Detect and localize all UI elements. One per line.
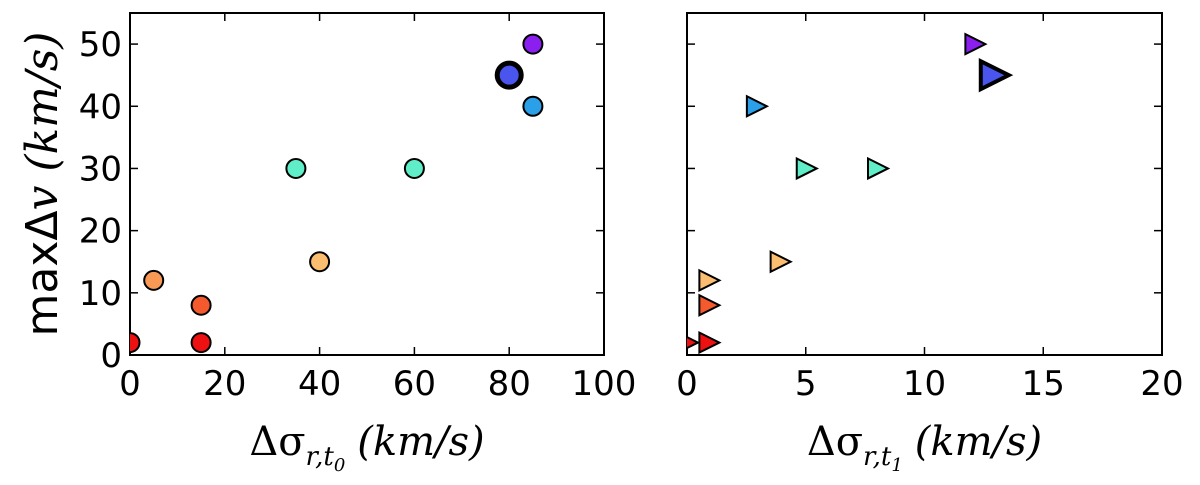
scatter-point-triangle [745, 94, 770, 118]
y-tick-label: 30 [79, 149, 122, 189]
panel-right: 0 5 10 15 20 Δσr,t1(km/s) [676, 12, 1184, 476]
points-group [130, 33, 544, 354]
x-tick-label: 80 [488, 364, 531, 404]
scatter-point-circle [190, 294, 212, 316]
scatter-point-circle [403, 157, 425, 179]
panel-left: 0 10 20 30 40 50 0 20 40 60 80 100 Δσr,t0(km/s) maxΔv… [17, 12, 637, 476]
scatter-point-triangle [867, 156, 891, 181]
plot-frame [129, 12, 605, 356]
plot-frame [686, 12, 1163, 356]
x-tick-label: 20 [1140, 364, 1183, 404]
x-tick-label: 15 [1022, 364, 1065, 404]
scatter-point-circle [285, 157, 307, 179]
scatter-point-circle [522, 95, 544, 117]
y-tick-label: 0 [100, 336, 122, 376]
scatter-point-triangle [698, 293, 722, 317]
x-axis-label: Δσr,t0(km/s) [249, 419, 484, 476]
scatter-point-triangle [687, 335, 701, 350]
x-tick-label: 60 [393, 364, 436, 404]
x-axis-label: Δσr,t1(km/s) [807, 419, 1042, 476]
scatter-point-triangle [795, 156, 819, 181]
y-axis-label: maxΔv (km/s) [17, 32, 68, 337]
y-tick-label: 50 [79, 25, 122, 65]
scatter-point-circle [522, 33, 544, 55]
x-tick-label: 40 [298, 364, 341, 404]
x-tick-label: 20 [203, 364, 246, 404]
scatter-point-triangle [698, 268, 722, 292]
x-tick-label: 100 [572, 364, 637, 404]
y-tick-label: 40 [79, 87, 122, 127]
points-group [687, 32, 1014, 355]
scatter-point-triangle [769, 250, 793, 274]
x-tick-label: 0 [676, 364, 698, 404]
scatter-point-circle [130, 332, 141, 354]
x-tick-label: 5 [795, 364, 817, 404]
scatter-point-triangle [978, 57, 1014, 93]
y-tick-label: 20 [79, 212, 122, 252]
y-tick-label: 10 [79, 274, 122, 314]
scatter-point-circle [143, 269, 165, 291]
scatter-point-triangle [698, 330, 722, 355]
scatter-point-triangle [964, 32, 988, 56]
scatter-point-circle [190, 332, 212, 354]
x-tick-label: 0 [119, 364, 141, 404]
scatter-point-circle [309, 251, 331, 273]
x-tick-label: 10 [903, 364, 946, 404]
scatter-point-circle [494, 60, 524, 90]
